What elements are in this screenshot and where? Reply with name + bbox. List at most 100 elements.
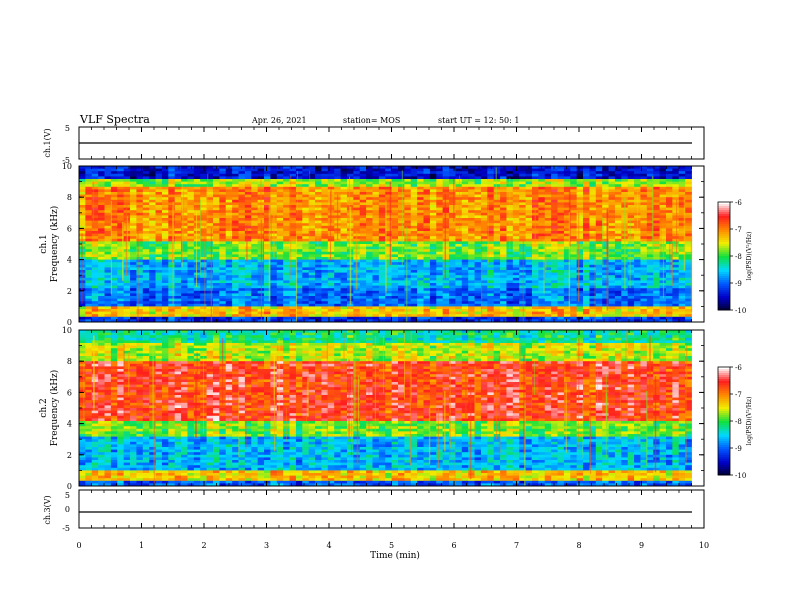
ch1-spectrogram-cell (321, 280, 329, 284)
ch1-spectrogram-cell (429, 236, 437, 240)
ch1-spectrogram-cell (334, 316, 341, 320)
ch1-spectrogram-cell (589, 251, 597, 255)
ch1-spectrogram-cell (98, 290, 105, 294)
ch1-spectrogram-cell (193, 218, 201, 221)
ch1-spectrogram-cell (340, 251, 348, 255)
ch1-spectrogram-cell (570, 225, 578, 229)
ch1-spectrogram-cell (257, 176, 265, 180)
ch1-spectrogram-cell (398, 285, 405, 289)
ch1-spectrogram-cell (283, 189, 290, 193)
ch1-spectrogram-cell (232, 236, 239, 240)
ch1-spectrogram-cell (461, 280, 469, 284)
ch1-spectrogram-cell (238, 288, 246, 292)
ch1-spectrogram-cell (461, 267, 469, 271)
ch1-spectrogram-cell (251, 246, 259, 250)
ch1-spectrogram-cell (142, 249, 150, 253)
ch1-spectrogram-cell (461, 186, 469, 190)
ch1-spectrogram-cell (557, 197, 565, 201)
ch1-spectrogram-cell (487, 238, 495, 242)
ch1-spectrogram-cell (98, 316, 105, 320)
ch1-spectrogram-cell (563, 205, 571, 208)
ch1-spectrogram-cell (366, 259, 373, 263)
ch1-spectrogram-cell (461, 176, 469, 180)
ch1-spectrogram-cell (385, 238, 393, 242)
ch1-spectrogram-cell (85, 181, 93, 185)
ch1-spectrogram-cell (461, 212, 469, 216)
ch1-spectrogram-cell (104, 275, 112, 279)
ch1-spectrogram-cell (238, 283, 246, 286)
ch1-spectrogram-cell (98, 244, 105, 247)
ch1-spectrogram-cell (187, 197, 195, 201)
ch1-spectrogram-cell (174, 194, 182, 198)
ch1-spectrogram-cell (270, 257, 278, 260)
ch1-spectrogram-cell (85, 244, 93, 247)
ch1-spectrogram-cell (589, 205, 597, 208)
ch1-spectrogram-cell (136, 298, 144, 302)
ch1-spectrogram-cell (123, 285, 131, 289)
ch1-spectrogram-cell (583, 228, 590, 232)
ch1-spectrogram-cell (181, 296, 188, 299)
ch1-spectrogram-cell (327, 233, 335, 237)
ch1-spectrogram-cell (104, 288, 112, 292)
ch1-spectrogram-cell (576, 316, 584, 320)
ch1-spectrogram-cell (85, 228, 93, 232)
ch1-spectrogram-cell (410, 238, 418, 242)
ch1-spectrogram-cell (557, 314, 565, 318)
ch1-spectrogram-cell (404, 228, 412, 232)
ch1-spectrogram-cell (404, 296, 412, 299)
ch1-spectrogram-cell (423, 249, 431, 253)
ch1-spectrogram-cell (238, 246, 246, 250)
ch1-spectrogram-cell (410, 236, 418, 240)
ch1-spectrogram-cell (398, 309, 405, 312)
ch1-spectrogram-cell (570, 218, 578, 221)
ch1-spectrogram-cell (85, 166, 93, 169)
ch1-spectrogram-cell (270, 267, 278, 271)
ch1-spectrogram-cell (340, 197, 348, 201)
ch1-spectrogram-cell (155, 194, 163, 198)
ch1-spectrogram-cell (104, 179, 112, 182)
ch1-spectrogram-cell (512, 241, 520, 245)
ch1-spectrogram-cell (276, 280, 284, 284)
ch1-spectrogram-cell (531, 311, 539, 315)
ch1-spectrogram-cell (117, 277, 125, 281)
ch1-spectrogram-cell (398, 205, 405, 208)
ch1-spectrogram-cell (461, 249, 469, 253)
ch1-spectrogram-cell (283, 212, 290, 216)
ch1-spectrogram-cell (142, 220, 150, 224)
ch1-spectrogram-cell (187, 311, 195, 315)
ch1-spectrogram-cell (270, 275, 278, 279)
ch1-spectrogram-cell (155, 197, 163, 201)
ch1-spectrogram-cell (544, 166, 552, 169)
ch1-spectrogram-cell (398, 270, 405, 273)
ch1-spectrogram-cell (308, 173, 316, 177)
ch1-spectrogram-cell (436, 171, 444, 175)
ch1-spectrogram-cell (238, 270, 246, 273)
ch1-spectrogram-cell (366, 275, 373, 279)
ch1-spectrogram-cell (474, 298, 482, 302)
ch1-spectrogram-cell (461, 272, 469, 276)
ch1-spectrogram-cell (531, 303, 539, 307)
ch1-spectrogram-cell (449, 280, 456, 284)
ch1-spectrogram-cell (589, 272, 597, 276)
ch1-spectrogram-cell (551, 319, 558, 323)
ch1-spectrogram-cell (500, 192, 507, 195)
ch1-spectrogram-cell (512, 189, 520, 193)
ch1-spectrogram-cell (244, 267, 252, 271)
ch1-spectrogram-cell (264, 246, 271, 250)
ch1-spectrogram-cell (583, 270, 590, 273)
ch1-spectrogram-cell (283, 176, 290, 180)
ch1-spectrogram-cell (525, 259, 533, 263)
ch1-spectrogram-cell (404, 246, 412, 250)
ch1-spectrogram-cell (531, 171, 539, 175)
ch1-spectrogram-cell (474, 228, 482, 232)
ch1-spectrogram-cell (366, 199, 373, 203)
ch1-spectrogram-cell (315, 199, 322, 203)
ch1-spectrogram-cell (449, 166, 456, 169)
ch1-spectrogram-cell (104, 238, 112, 242)
ch1-spectrogram-cell (398, 228, 405, 232)
ch1-spectrogram-cell (91, 257, 99, 260)
ch1-spectrogram-cell (315, 306, 322, 310)
ch1-spectrogram-cell (417, 316, 424, 320)
ch1-spectrogram-cell (219, 251, 227, 255)
ch1-spectrogram-cell (442, 189, 450, 193)
